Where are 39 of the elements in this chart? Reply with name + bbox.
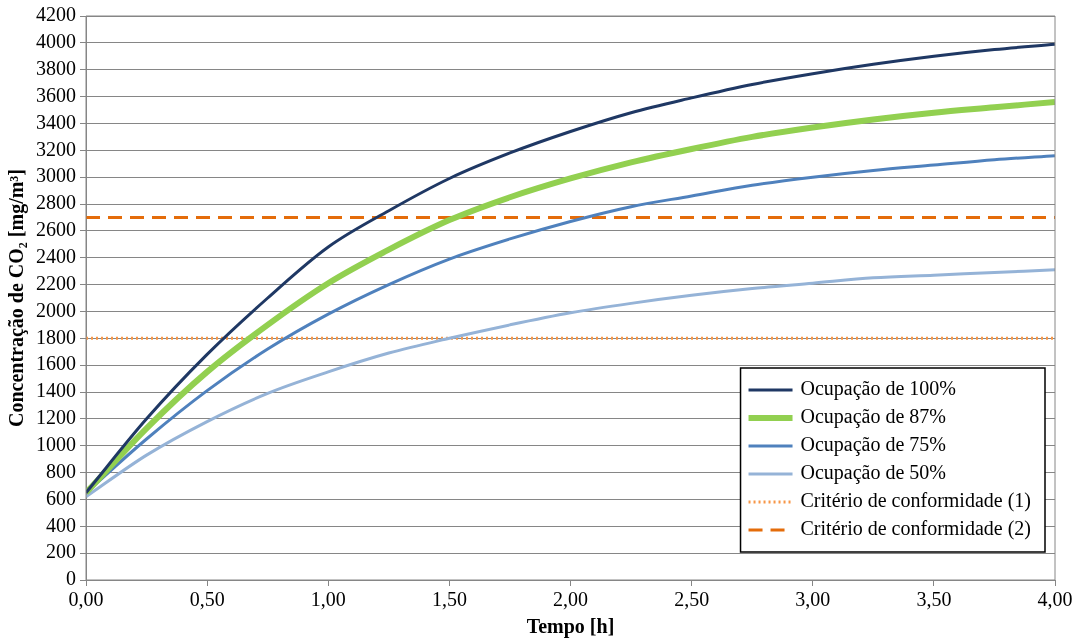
y-tick-label: 2000 (36, 298, 76, 321)
x-tick-label: 0,00 (68, 588, 104, 611)
y-tick-label: 4200 (36, 3, 76, 26)
y-tick-label: 2600 (36, 218, 76, 241)
y-tick-label: 0 (66, 567, 76, 590)
y-tick-label: 600 (46, 486, 76, 509)
x-tick-label: 3,50 (916, 588, 952, 611)
y-tick-label: 200 (46, 540, 76, 563)
x-tick-label: 1,50 (431, 588, 467, 611)
y-tick-label: 1400 (36, 379, 76, 402)
y-tick-label: 2800 (36, 191, 76, 214)
y-tick-label: 800 (46, 459, 76, 482)
y-tick-label: 2200 (36, 271, 76, 294)
y-tick-label: 3600 (36, 83, 76, 106)
y-tick-label: 1000 (36, 432, 76, 455)
x-axis-title: Tempo [h] (526, 615, 615, 639)
y-tick-label: 3000 (36, 164, 76, 187)
y-tick-label: 3800 (36, 56, 76, 79)
y-tick-label: 3200 (36, 137, 76, 160)
y-tick-label: 1600 (36, 352, 76, 375)
x-tick-label: 2,50 (674, 588, 710, 611)
x-tick-label: 2,00 (553, 588, 588, 611)
y-tick-label: 1800 (36, 325, 76, 348)
y-tick-label: 2400 (36, 244, 76, 267)
x-tick-label: 1,00 (310, 588, 346, 611)
y-tick-label: 1200 (36, 406, 76, 429)
y-tick-label: 4000 (36, 30, 76, 53)
y-tick-label: 400 (46, 513, 76, 536)
legend-label: Ocupação de 75% (800, 433, 947, 457)
y-tick-label: 3400 (36, 110, 76, 133)
y-axis-title: Concentração de CO₂ [mg/m³] (5, 168, 29, 428)
x-tick-label: 0,50 (189, 588, 225, 611)
legend-label: Ocupação de 100% (800, 377, 957, 401)
legend-label: Ocupação de 87% (800, 405, 947, 429)
x-tick-label: 3,00 (795, 588, 831, 611)
legend-label: Critério de conformidade (1) (800, 489, 1031, 513)
legend-label: Critério de conformidade (2) (800, 517, 1031, 541)
x-tick-label: 4,00 (1037, 588, 1073, 611)
legend-label: Ocupação de 50% (800, 461, 947, 485)
